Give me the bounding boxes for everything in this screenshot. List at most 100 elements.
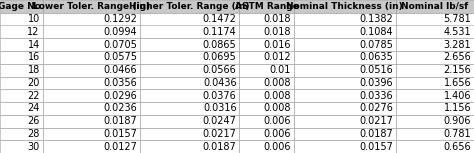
Text: 12: 12 — [27, 27, 40, 37]
Text: 1.656: 1.656 — [444, 78, 471, 88]
Text: 0.0316: 0.0316 — [203, 103, 237, 113]
Text: 0.1382: 0.1382 — [359, 14, 393, 24]
Bar — [0, 38, 43, 51]
Text: 0.1174: 0.1174 — [203, 27, 237, 37]
Bar — [43, 0, 140, 13]
Bar — [396, 13, 474, 26]
Text: 0.0865: 0.0865 — [203, 40, 237, 50]
Bar — [396, 89, 474, 102]
Bar — [140, 76, 239, 89]
Text: 0.0217: 0.0217 — [359, 116, 393, 126]
Text: 1.156: 1.156 — [444, 103, 471, 113]
Bar — [0, 76, 43, 89]
Text: Nominal Thickness (in): Nominal Thickness (in) — [286, 2, 403, 11]
Text: 1.406: 1.406 — [444, 91, 471, 101]
Text: 0.0516: 0.0516 — [359, 65, 393, 75]
Text: 0.1292: 0.1292 — [103, 14, 137, 24]
Bar — [239, 89, 294, 102]
Bar — [294, 51, 396, 64]
Text: 0.0187: 0.0187 — [103, 116, 137, 126]
Bar — [0, 26, 43, 38]
Text: 0.006: 0.006 — [264, 129, 291, 139]
Text: 0.0217: 0.0217 — [203, 129, 237, 139]
Bar — [396, 76, 474, 89]
Bar — [294, 26, 396, 38]
Text: 0.006: 0.006 — [264, 116, 291, 126]
Text: 16: 16 — [27, 52, 40, 62]
Text: 20: 20 — [27, 78, 40, 88]
Text: 0.1084: 0.1084 — [359, 27, 393, 37]
Bar — [0, 0, 43, 13]
Text: 0.0436: 0.0436 — [203, 78, 237, 88]
Bar — [239, 26, 294, 38]
Text: 24: 24 — [27, 103, 40, 113]
Text: 0.0157: 0.0157 — [103, 129, 137, 139]
Bar — [43, 26, 140, 38]
Text: 2.156: 2.156 — [443, 65, 471, 75]
Bar — [43, 127, 140, 140]
Bar — [239, 51, 294, 64]
Bar — [239, 102, 294, 115]
Bar — [140, 64, 239, 76]
Bar — [43, 76, 140, 89]
Text: Nominal lb/sf: Nominal lb/sf — [401, 2, 468, 11]
Text: 5.781: 5.781 — [443, 14, 471, 24]
Bar — [239, 115, 294, 127]
Text: 14: 14 — [27, 40, 40, 50]
Bar — [294, 13, 396, 26]
Bar — [43, 51, 140, 64]
Text: 0.0127: 0.0127 — [103, 142, 137, 152]
Bar — [294, 127, 396, 140]
Bar — [239, 64, 294, 76]
Bar — [0, 89, 43, 102]
Bar — [396, 0, 474, 13]
Text: 4.531: 4.531 — [444, 27, 471, 37]
Text: 0.0466: 0.0466 — [103, 65, 137, 75]
Text: 0.0376: 0.0376 — [203, 91, 237, 101]
Text: 18: 18 — [27, 65, 40, 75]
Bar — [396, 26, 474, 38]
Text: 0.0566: 0.0566 — [203, 65, 237, 75]
Text: 2.656: 2.656 — [443, 52, 471, 62]
Bar — [294, 89, 396, 102]
Bar — [396, 140, 474, 153]
Text: 0.781: 0.781 — [444, 129, 471, 139]
Text: 0.008: 0.008 — [264, 91, 291, 101]
Bar — [140, 0, 239, 13]
Bar — [0, 64, 43, 76]
Text: 28: 28 — [27, 129, 40, 139]
Bar — [239, 140, 294, 153]
Bar — [0, 127, 43, 140]
Text: 0.0575: 0.0575 — [103, 52, 137, 62]
Bar — [294, 102, 396, 115]
Bar — [140, 89, 239, 102]
Text: 0.018: 0.018 — [264, 27, 291, 37]
Text: 0.656: 0.656 — [444, 142, 471, 152]
Bar — [396, 127, 474, 140]
Text: 0.0236: 0.0236 — [103, 103, 137, 113]
Bar — [294, 0, 396, 13]
Text: 0.0785: 0.0785 — [359, 40, 393, 50]
Text: 10: 10 — [27, 14, 40, 24]
Text: Gage No.: Gage No. — [0, 2, 45, 11]
Text: 0.008: 0.008 — [264, 78, 291, 88]
Bar — [239, 0, 294, 13]
Bar — [140, 38, 239, 51]
Bar — [43, 115, 140, 127]
Text: 26: 26 — [27, 116, 40, 126]
Bar — [0, 102, 43, 115]
Text: 0.018: 0.018 — [264, 14, 291, 24]
Bar — [140, 102, 239, 115]
Text: 0.0396: 0.0396 — [359, 78, 393, 88]
Bar — [0, 51, 43, 64]
Text: 0.0356: 0.0356 — [103, 78, 137, 88]
Bar — [294, 64, 396, 76]
Text: 0.006: 0.006 — [264, 142, 291, 152]
Bar — [239, 38, 294, 51]
Bar — [43, 140, 140, 153]
Text: 0.1472: 0.1472 — [203, 14, 237, 24]
Bar — [140, 140, 239, 153]
Bar — [43, 38, 140, 51]
Text: 0.016: 0.016 — [264, 40, 291, 50]
Bar — [140, 115, 239, 127]
